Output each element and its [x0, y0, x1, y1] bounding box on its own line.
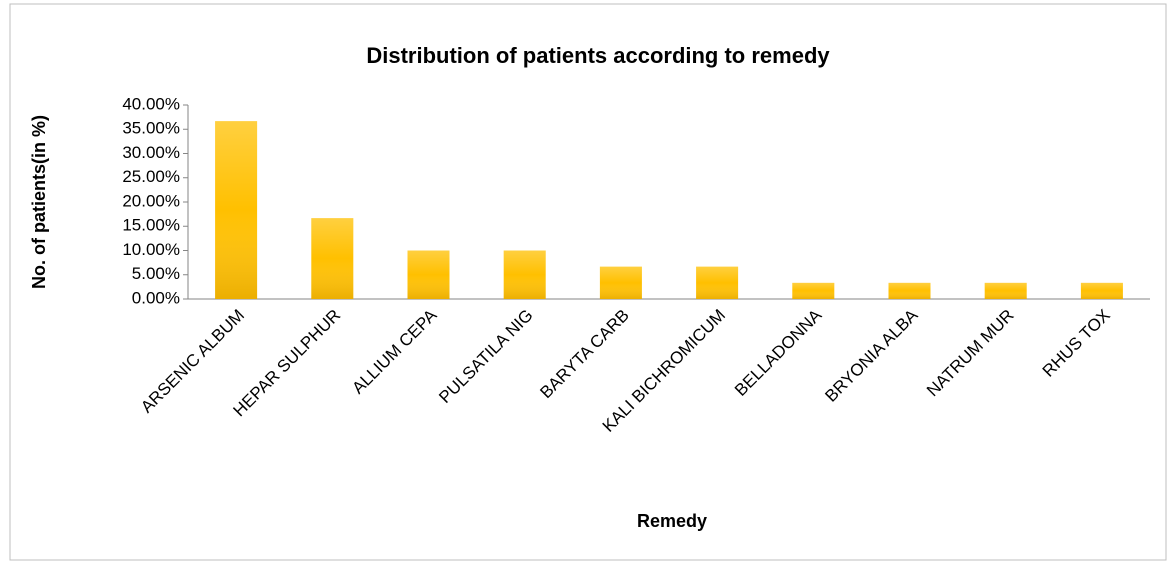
bar-shade: [792, 282, 835, 299]
y-tick-label: 20.00%: [122, 191, 180, 210]
bar-shade: [888, 282, 931, 299]
x-tick-label: RHUS TOX: [1039, 306, 1114, 381]
x-tick-label: BELLADONNA: [731, 305, 826, 400]
bar-shade: [1080, 282, 1123, 299]
x-tick-label: BARYTA CARB: [536, 306, 632, 402]
y-tick-label: 40.00%: [122, 94, 180, 113]
x-tick-label: NATRUM MUR: [923, 306, 1018, 401]
y-tick-label: 15.00%: [122, 216, 180, 235]
x-tick-label: ARSENIC ALBUM: [137, 306, 248, 417]
chart-border: [9, 3, 1167, 561]
bar-shade: [215, 121, 258, 299]
x-tick-label: PULSATILA NIG: [435, 306, 536, 407]
bar-shade: [311, 218, 354, 299]
y-tick-label: 35.00%: [122, 119, 180, 138]
bar-shade: [503, 250, 546, 299]
bar-shade: [696, 266, 739, 299]
y-axis-label: No. of patients(in %): [29, 115, 49, 289]
y-tick-label: 10.00%: [122, 240, 180, 259]
x-tick-label: HEPAR SULPHUR: [230, 306, 345, 421]
y-tick-label: 5.00%: [132, 264, 180, 283]
chart-title: Distribution of patients according to re…: [366, 43, 830, 68]
y-tick-label: 30.00%: [122, 143, 180, 162]
y-tick-label: 25.00%: [122, 167, 180, 186]
bar-shade: [984, 282, 1027, 299]
y-tick-label: 0.00%: [132, 288, 180, 307]
x-axis-label: Remedy: [637, 511, 707, 531]
bar-shade: [599, 266, 642, 299]
x-tick-label: BRYONIA ALBA: [821, 305, 922, 406]
x-tick-label: ALLIUM CEPA: [348, 305, 441, 398]
bar-shade: [407, 250, 450, 299]
